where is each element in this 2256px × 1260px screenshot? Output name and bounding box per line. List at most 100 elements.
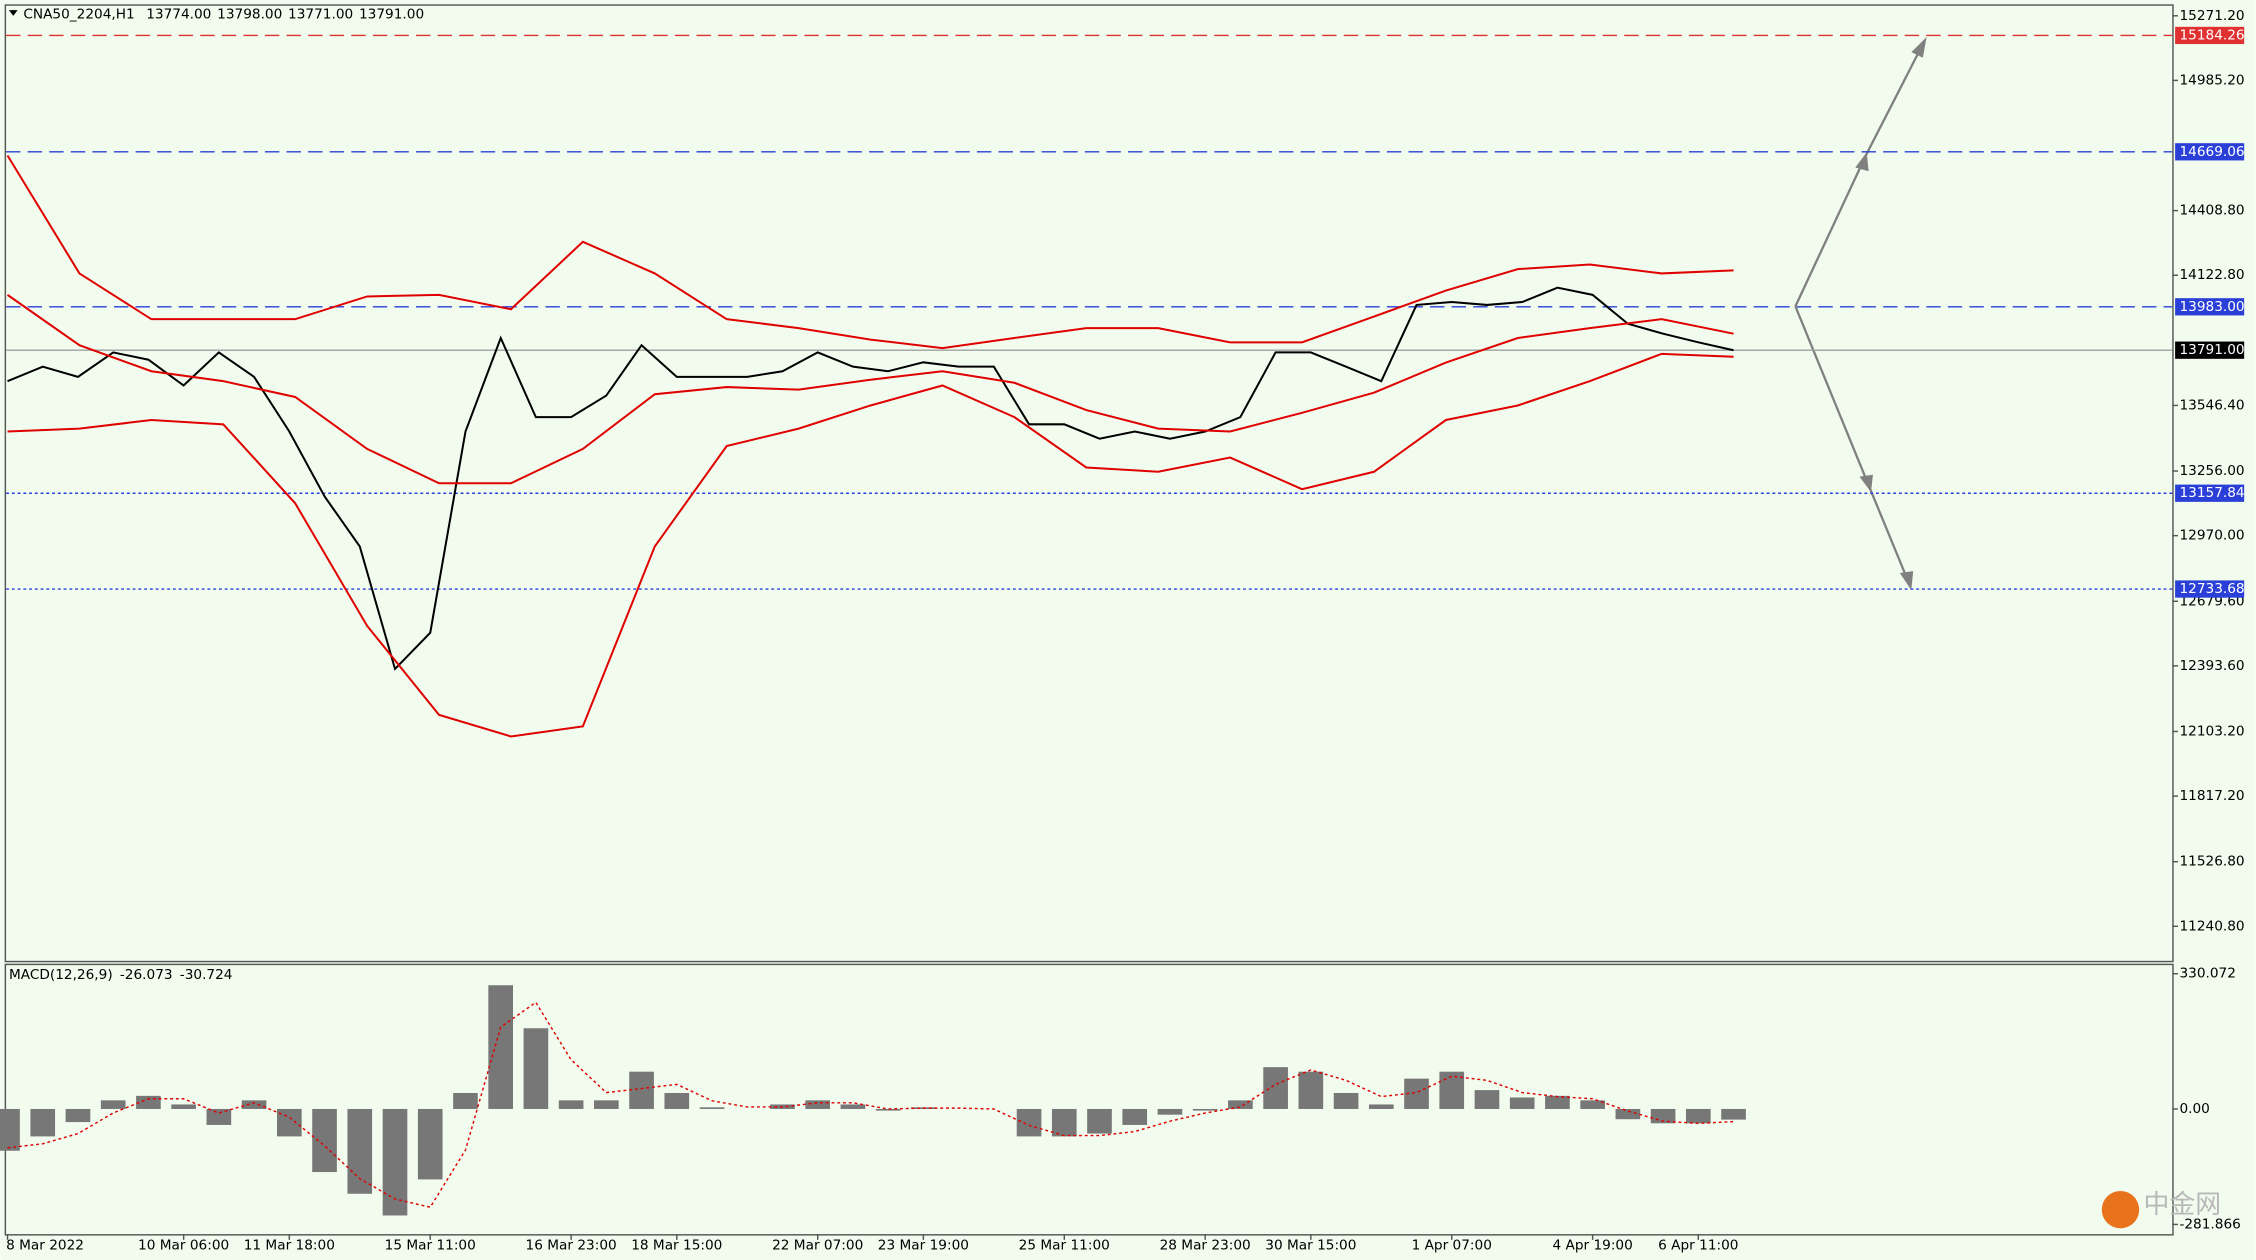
x-tick-label: 18 Mar 15:00 — [631, 1238, 722, 1254]
histogram-bar — [1474, 1090, 1500, 1109]
histogram-bar — [65, 1108, 91, 1123]
histogram-bar — [558, 1100, 584, 1109]
series-line — [7, 286, 1734, 671]
x-tick-label: 1 Apr 07:00 — [1412, 1238, 1492, 1254]
price-panel — [4, 4, 2174, 963]
histogram-bar — [417, 1108, 443, 1180]
histogram-bar — [30, 1108, 56, 1137]
histogram-bar — [840, 1104, 866, 1109]
histogram-bar — [312, 1108, 337, 1173]
histogram-bar — [1580, 1100, 1605, 1109]
histogram-bar — [594, 1100, 619, 1109]
x-tick-label: 6 Apr 11:00 — [1658, 1238, 1738, 1254]
histogram-bar — [805, 1100, 831, 1109]
y-tick-label: 12393.60 — [2179, 658, 2244, 674]
y-tick-label: 12970.00 — [2179, 528, 2244, 544]
level-label: 15184.26 — [2179, 27, 2244, 43]
logo — [2101, 1190, 2140, 1229]
histogram-bar — [1157, 1108, 1183, 1115]
y-tick-label: 12103.20 — [2179, 723, 2244, 739]
level-label-box — [2175, 341, 2245, 359]
indicator-value: -26.073 — [120, 967, 173, 983]
histogram-bar — [382, 1108, 408, 1216]
histogram-bar — [100, 1100, 126, 1109]
y-tick-label: 11817.20 — [2179, 788, 2244, 804]
y-tick-label: 14408.80 — [2179, 203, 2244, 219]
x-tick-label: 16 Mar 23:00 — [526, 1238, 617, 1254]
y-tick-label: 11526.80 — [2179, 854, 2244, 870]
histogram-bar — [1087, 1108, 1112, 1134]
histogram-bar — [699, 1107, 725, 1109]
level-label: 14669.06 — [2179, 144, 2244, 160]
ohlc-value: 13774.00 — [146, 6, 211, 22]
x-tick-label: 23 Mar 19:00 — [878, 1238, 969, 1254]
histogram-bar — [1192, 1108, 1218, 1111]
x-tick-label: 25 Mar 11:00 — [1019, 1238, 1110, 1254]
ohlc-value: 13798.00 — [217, 6, 282, 22]
indicator-value: -30.724 — [180, 967, 233, 983]
histogram-bar — [1263, 1067, 1288, 1109]
x-tick-label: 30 Mar 15:00 — [1265, 1238, 1356, 1254]
histogram-bar — [206, 1108, 232, 1125]
chart-title: CNA50_2204,H1 — [23, 6, 134, 22]
y-tick-label: 14985.20 — [2179, 72, 2244, 88]
y-tick-label: 0.00 — [2179, 1101, 2209, 1117]
histogram-bar — [1333, 1092, 1359, 1109]
level-label-box — [2175, 484, 2245, 502]
y-tick-label: 13256.00 — [2179, 463, 2244, 479]
histogram-bar — [1016, 1108, 1042, 1137]
series-line — [6, 294, 1734, 485]
forecast-arrows — [1794, 36, 1927, 591]
histogram-bar — [488, 985, 513, 1109]
histogram-bar — [629, 1071, 654, 1109]
level-label: 12733.68 — [2179, 581, 2244, 597]
series-line — [7, 1001, 1734, 1209]
histogram-bar — [1721, 1108, 1746, 1120]
x-tick-label: 28 Mar 23:00 — [1160, 1238, 1251, 1254]
histogram-bar — [523, 1028, 549, 1109]
histogram-bar — [1685, 1108, 1711, 1124]
y-tick-label: 330.072 — [2179, 966, 2235, 982]
histogram-bar — [241, 1100, 267, 1109]
histogram-bar — [1509, 1097, 1535, 1109]
arrowhead — [1899, 571, 1914, 591]
x-tick-label: 8 Mar 2022 — [6, 1238, 84, 1254]
histogram-bar — [0, 1108, 20, 1151]
histogram-bar — [453, 1092, 478, 1109]
ohlc-value: 13771.00 — [288, 6, 353, 22]
series-line — [6, 154, 1734, 350]
histogram-bar — [1368, 1104, 1394, 1109]
indicator-title: MACD(12,26,9) — [9, 967, 113, 983]
series-line — [7, 352, 1734, 738]
histogram-bar — [347, 1108, 373, 1194]
arrowhead — [1911, 36, 1927, 58]
level-label-box — [2175, 143, 2245, 161]
x-tick-label: 22 Mar 07:00 — [772, 1238, 863, 1254]
histogram-bar — [171, 1104, 196, 1109]
histogram-bar — [1545, 1095, 1570, 1109]
arrowhead — [1855, 152, 1869, 172]
level-label: 13791.00 — [2179, 342, 2244, 358]
y-tick-label: 15271.20 — [2179, 8, 2244, 24]
y-tick-label: -281.866 — [2179, 1216, 2240, 1232]
level-label: 13157.84 — [2179, 485, 2244, 501]
level-label-box — [2175, 580, 2245, 598]
x-tick-label: 15 Mar 11:00 — [385, 1238, 476, 1254]
histogram-bar — [136, 1095, 161, 1109]
histogram-bar — [664, 1092, 690, 1109]
y-tick-label: 11240.80 — [2179, 918, 2244, 934]
histogram-bar — [1439, 1071, 1465, 1109]
x-tick-label: 10 Mar 06:00 — [138, 1238, 229, 1254]
histogram-bar — [1051, 1108, 1077, 1137]
level-label-box — [2175, 298, 2245, 316]
level-label-box — [2175, 26, 2245, 45]
watermark: 中金网 — [2143, 1190, 2221, 1220]
x-tick-label: 4 Apr 19:00 — [1552, 1238, 1632, 1254]
y-tick-label: 13546.40 — [2179, 397, 2244, 413]
arrowhead — [1859, 474, 1873, 493]
histogram-bar — [1298, 1071, 1324, 1109]
x-tick-label: 11 Mar 18:00 — [244, 1238, 335, 1254]
level-label: 13983.00 — [2179, 299, 2244, 315]
